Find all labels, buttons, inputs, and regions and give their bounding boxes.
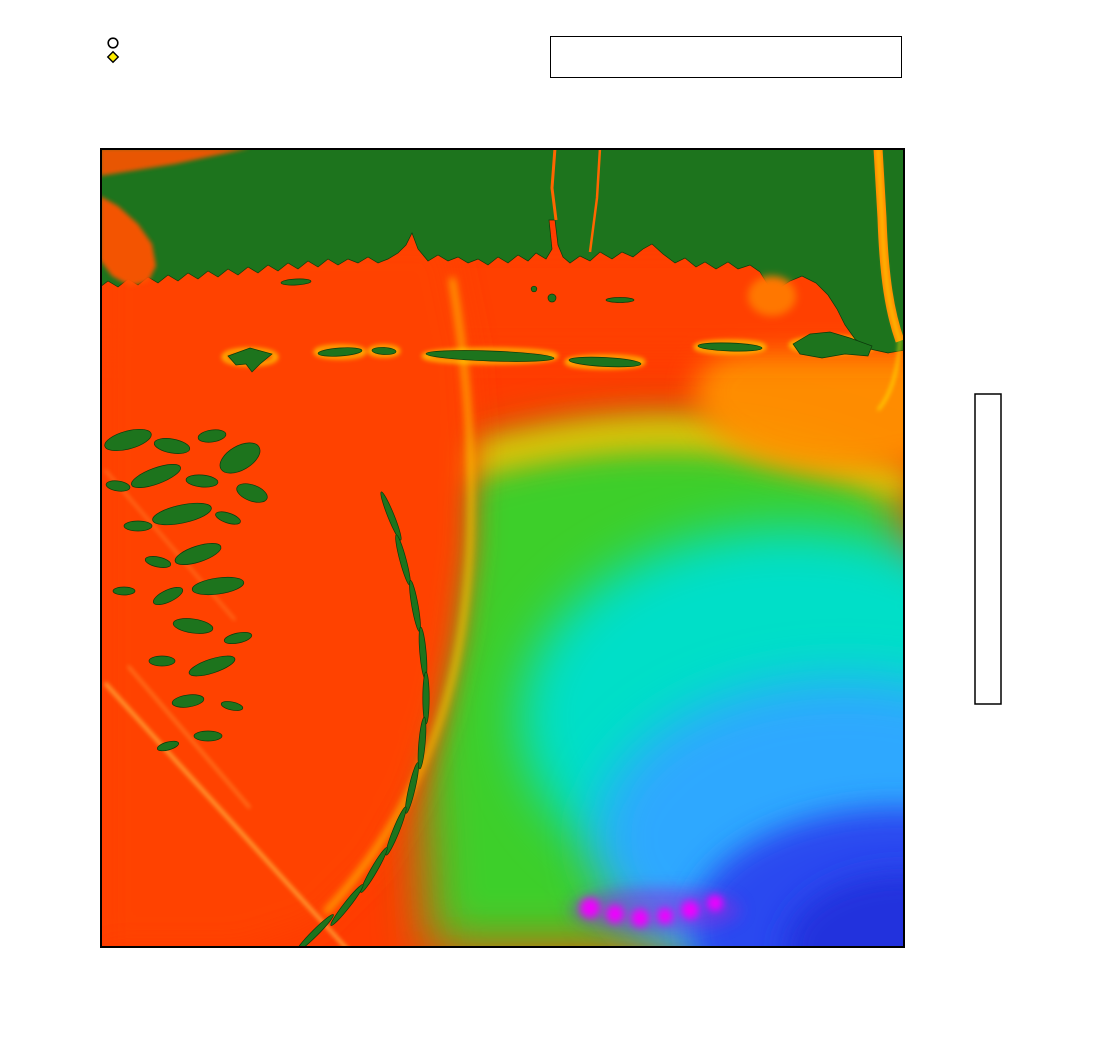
landmass — [100, 148, 905, 948]
chandeleur-islands — [296, 491, 430, 948]
usm-circle-icon — [107, 37, 119, 49]
velocity-scale-box — [550, 36, 902, 78]
small-island — [530, 285, 538, 293]
horn-island — [425, 350, 555, 362]
dauphin-island — [697, 342, 763, 352]
petit-bois-island — [568, 356, 642, 368]
marsh-islands — [104, 428, 268, 752]
colorbar — [973, 392, 1058, 719]
mainland-coast — [100, 148, 905, 354]
west-ship-island — [317, 347, 363, 357]
colorbar-gradient — [974, 393, 1002, 705]
small-island — [605, 297, 635, 303]
cat-island — [227, 347, 273, 373]
legend-row-usm — [106, 36, 124, 50]
mobile-point — [792, 331, 873, 359]
velocity-scale-canvas — [551, 37, 899, 75]
map-canvas — [100, 148, 905, 948]
map-area — [100, 148, 905, 948]
colorbar-canvas — [974, 393, 1002, 705]
deep-magenta-spots — [580, 895, 723, 927]
bays-and-channels — [100, 148, 905, 411]
east-ship-island — [371, 347, 397, 355]
legend-row-ndbc — [106, 50, 124, 64]
map-frame — [100, 148, 905, 948]
ndbc-diamond-icon — [106, 50, 120, 64]
round-island — [547, 293, 557, 303]
symbol-legend — [106, 36, 124, 64]
deer-island — [280, 278, 312, 286]
